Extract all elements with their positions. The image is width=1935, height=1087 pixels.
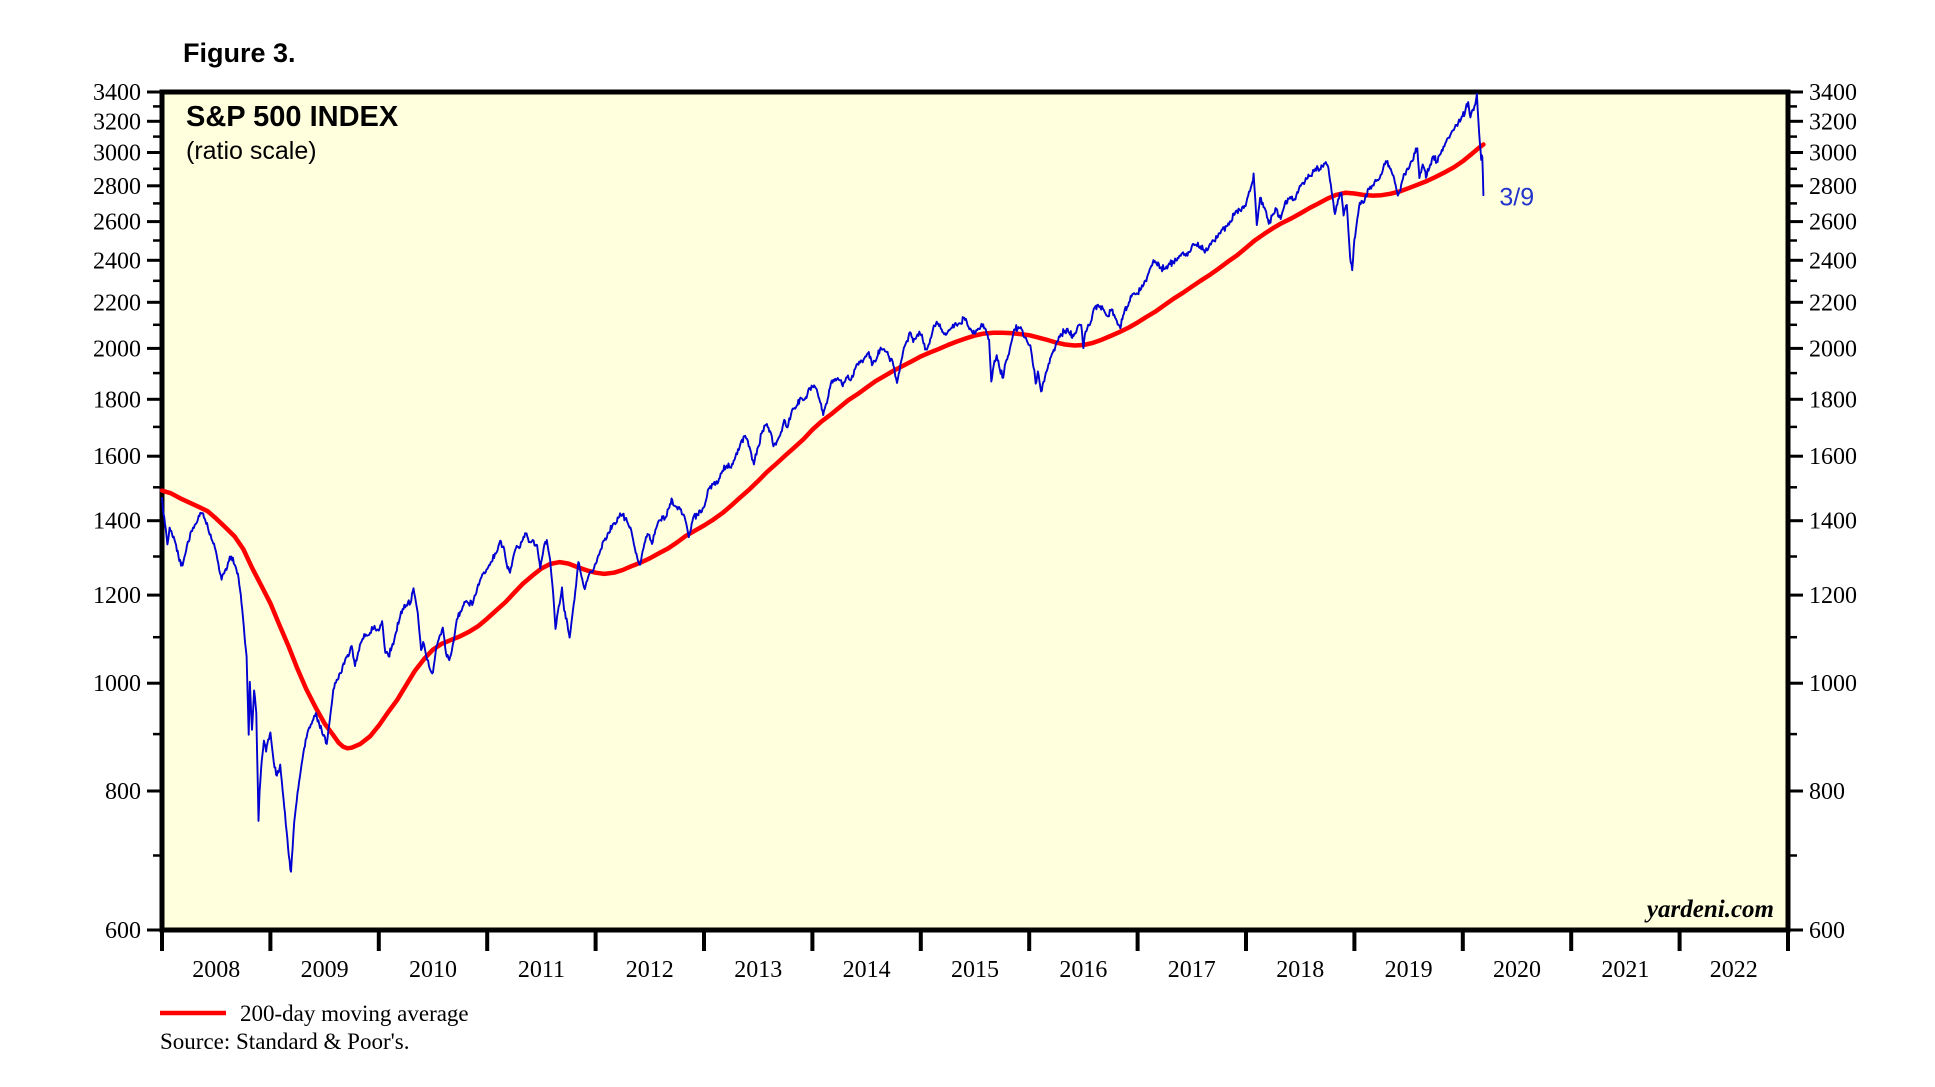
- figure-label: Figure 3.: [183, 38, 296, 68]
- y-tick-label: 3400: [1809, 80, 1857, 106]
- y-tick-label: 2600: [1809, 210, 1857, 236]
- y-tick-label: 1800: [1809, 387, 1857, 413]
- moving-average-line: [159, 142, 1486, 751]
- source-note: Source: Standard & Poor's.: [160, 1029, 409, 1054]
- y-axis-left: 600 800 1000 1200 1400 1600 1800 2000 2200 2400 26…: [93, 80, 162, 944]
- y-tick-label: 3000: [93, 141, 141, 167]
- x-tick-label: 2022: [1710, 957, 1758, 983]
- x-tick-label: 2021: [1601, 957, 1649, 983]
- y-tick-label: 3000: [1809, 141, 1857, 167]
- series-lines: [159, 93, 1486, 873]
- y-tick-label: 800: [105, 779, 141, 805]
- legend-label: 200-day moving average: [240, 1001, 469, 1026]
- y-tick-label: 2600: [93, 210, 141, 236]
- y-tick-label: 1600: [1809, 444, 1857, 470]
- x-tick-label: 2014: [843, 957, 891, 983]
- x-tick-label: 2017: [1168, 957, 1216, 983]
- y-tick-label: 1400: [1809, 509, 1857, 535]
- x-tick-label: 2008: [192, 957, 240, 983]
- y-tick-label: 800: [1809, 779, 1845, 805]
- y-tick-label: 2000: [93, 336, 141, 362]
- x-tick-label: 2009: [301, 957, 349, 983]
- y-tick-label: 2400: [1809, 248, 1857, 274]
- y-tick-label: 1200: [93, 583, 141, 609]
- y-tick-label: 2800: [1809, 174, 1857, 200]
- y-tick-label: 1000: [1809, 671, 1857, 697]
- x-axis: 2008 2009 2010 2011 2012 2013 2014 2015 2016 2017…: [160, 932, 1790, 983]
- price-line: [161, 93, 1485, 873]
- x-tick-label: 2013: [734, 957, 782, 983]
- x-tick-label: 2010: [409, 957, 457, 983]
- y-tick-label: 2200: [93, 290, 141, 316]
- x-tick-label: 2019: [1385, 957, 1433, 983]
- plot-area: [159, 89, 1791, 933]
- x-tick-label: 2015: [951, 957, 999, 983]
- y-tick-label: 2800: [93, 174, 141, 200]
- x-tick-label: 2011: [518, 957, 565, 983]
- x-tick-label: 2016: [1059, 957, 1107, 983]
- x-tick-label: 2018: [1276, 957, 1324, 983]
- y-tick-label: 2400: [93, 248, 141, 274]
- chart-subtitle: (ratio scale): [186, 137, 317, 165]
- y-tick-label: 3200: [1809, 109, 1857, 135]
- y-tick-label: 600: [1809, 918, 1845, 944]
- y-axis-right: 600 800 1000 1200 1400 1600 1800 2000 2200 2400 26…: [1788, 80, 1857, 944]
- crash-date-annotation: 3/9: [1499, 183, 1534, 211]
- y-tick-label: 2200: [1809, 290, 1857, 316]
- y-tick-label: 1200: [1809, 583, 1857, 609]
- y-tick-label: 3200: [93, 109, 141, 135]
- y-tick-label: 3400: [93, 80, 141, 106]
- y-tick-label: 2000: [1809, 336, 1857, 362]
- y-tick-label: 1000: [93, 671, 141, 697]
- x-tick-label: 2012: [626, 957, 674, 983]
- x-tick-label: 2020: [1493, 957, 1541, 983]
- y-tick-label: 600: [105, 918, 141, 944]
- y-tick-label: 1400: [93, 509, 141, 535]
- y-tick-label: 1800: [93, 387, 141, 413]
- chart-title: S&P 500 INDEX: [186, 101, 399, 133]
- watermark: yardeni.com: [1644, 896, 1774, 923]
- y-tick-label: 1600: [93, 444, 141, 470]
